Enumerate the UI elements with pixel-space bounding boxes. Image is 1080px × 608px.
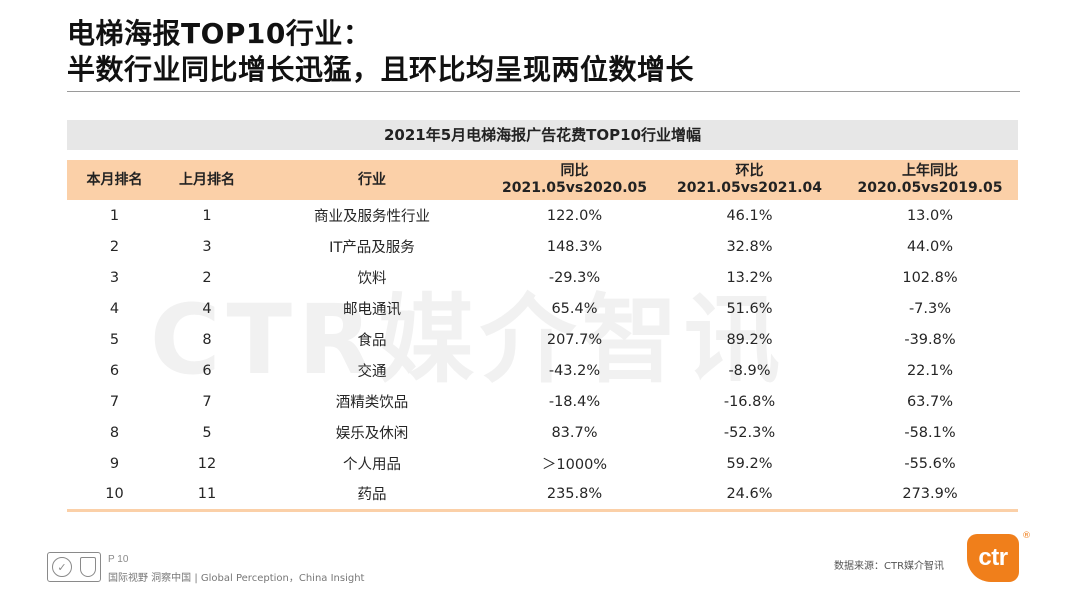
cell-last-yoy: -55.6% (904, 455, 956, 472)
slide-title: 电梯海报TOP10行业： 半数行业同比增长迅猛，且环比均呈现两位数增长 (67, 16, 1027, 88)
cell-industry: 商业及服务性行业 (314, 209, 430, 225)
table-title: 2021年5月电梯海报广告花费TOP10行业增幅 (67, 120, 1018, 150)
quality-seal-icon: ✓ (52, 557, 72, 577)
cell-rank: 8 (109, 424, 120, 441)
title-divider (67, 91, 1020, 92)
header-rank-current: 本月排名 (67, 160, 162, 200)
cell-last-yoy: -7.3% (908, 300, 952, 317)
header-last-yoy-period: 2020.05vs2019.05 (857, 180, 1003, 196)
table-row: 1 1 商业及服务性行业 122.0% 46.1% 13.0% (67, 200, 1018, 231)
cell-prev-rank: 6 (202, 362, 212, 379)
cell-yoy: ＞1000% (541, 457, 608, 473)
table-row: 2 3 IT产品及服务 148.3% 32.8% 44.0% (67, 231, 1018, 262)
table-row: 9 12 个人用品 ＞1000% 59.2% -55.6% (67, 448, 1018, 479)
slide-title-line-2: 半数行业同比增长迅猛，且环比均呈现两位数增长 (67, 53, 695, 86)
header-mom-label: 环比 (735, 163, 764, 179)
cell-yoy: -18.4% (548, 393, 601, 410)
cell-mom: 24.6% (657, 479, 842, 512)
cell-rank: 10 (67, 479, 162, 512)
cell-rank: 6 (109, 362, 120, 379)
cell-mom: -16.8% (723, 393, 776, 410)
cell-industry: 邮电通讯 (343, 302, 401, 318)
cell-mom: 59.2% (726, 455, 773, 472)
cell-yoy: 148.3% (546, 238, 603, 255)
cell-mom: -8.9% (728, 362, 771, 379)
cell-prev-rank: 12 (197, 455, 217, 472)
header-industry: 行业 (252, 160, 492, 200)
cell-last-yoy: 102.8% (902, 269, 958, 286)
header-mom: 环比 2021.05vs2021.04 (657, 160, 842, 200)
cell-prev-rank: 8 (202, 331, 212, 348)
shield-icon (80, 557, 96, 577)
header-yoy-period: 2021.05vs2020.05 (502, 180, 647, 196)
cell-last-yoy: 63.7% (906, 393, 954, 410)
header-yoy: 同比 2021.05vs2020.05 (492, 160, 657, 200)
cell-prev-rank: 4 (202, 300, 212, 317)
cell-prev-rank: 11 (162, 479, 252, 512)
cell-mom: 89.2% (726, 331, 773, 348)
cell-prev-rank: 1 (202, 207, 212, 224)
cell-rank: 1 (109, 207, 120, 224)
header-rank-previous: 上月排名 (162, 160, 252, 200)
cell-yoy: -29.3% (548, 269, 601, 286)
cell-mom: 51.6% (726, 300, 773, 317)
cell-yoy: -43.2% (548, 362, 601, 379)
industry-growth-table: 本月排名 上月排名 行业 同比 2021.05vs2020.05 环比 2021… (67, 160, 1018, 512)
cell-yoy: 65.4% (551, 300, 598, 317)
cell-prev-rank: 2 (202, 269, 212, 286)
table-row: 6 6 交通 -43.2% -8.9% 22.1% (67, 355, 1018, 386)
data-source: 数据来源：CTR媒介智讯 (834, 561, 945, 572)
cell-industry: 娱乐及休闲 (335, 426, 409, 442)
cell-industry: 个人用品 (343, 457, 401, 473)
cell-last-yoy: 22.1% (906, 362, 954, 379)
cell-mom: -52.3% (723, 424, 776, 441)
cell-rank: 5 (109, 331, 120, 348)
cell-industry: 交通 (357, 364, 387, 380)
table-row: 4 4 邮电通讯 65.4% 51.6% -7.3% (67, 293, 1018, 324)
cell-yoy: 122.0% (546, 207, 603, 224)
cell-rank: 3 (109, 269, 120, 286)
header-last-yoy: 上年同比 2020.05vs2019.05 (842, 160, 1018, 200)
cell-last-yoy: -58.1% (904, 424, 956, 441)
table-row: 3 2 饮料 -29.3% 13.2% 102.8% (67, 262, 1018, 293)
cell-rank: 7 (109, 393, 120, 410)
cell-industry: 饮料 (357, 271, 387, 287)
table-row: 5 8 食品 207.7% 89.2% -39.8% (67, 324, 1018, 355)
footer-slogan: 国际视野 洞察中国 | Global Perception，China Insi… (108, 573, 365, 584)
header-last-yoy-label: 上年同比 (902, 163, 958, 179)
cell-prev-rank: 7 (202, 393, 212, 410)
cell-industry: IT产品及服务 (329, 240, 415, 256)
cell-last-yoy: -39.8% (904, 331, 956, 348)
cell-mom: 46.1% (726, 207, 773, 224)
page-number: P 10 (108, 554, 129, 565)
header-mom-period: 2021.05vs2021.04 (677, 180, 822, 196)
cell-mom: 32.8% (726, 238, 773, 255)
registered-mark-icon: ® (1022, 531, 1031, 541)
table-row: 10 11 药品 235.8% 24.6% 273.9% (67, 479, 1018, 512)
table-header-row: 本月排名 上月排名 行业 同比 2021.05vs2020.05 环比 2021… (67, 160, 1018, 200)
cell-rank: 9 (109, 455, 120, 472)
cell-industry: 酒精类饮品 (335, 395, 409, 411)
ctr-logo: ctr (967, 534, 1019, 582)
cell-yoy: 235.8% (492, 479, 657, 512)
cell-prev-rank: 3 (202, 238, 212, 255)
cell-last-yoy: 44.0% (906, 238, 954, 255)
table-row: 8 5 娱乐及休闲 83.7% -52.3% -58.1% (67, 417, 1018, 448)
cell-prev-rank: 5 (202, 424, 212, 441)
slide-title-line-1: 电梯海报TOP10行业： (67, 17, 372, 50)
header-yoy-label: 同比 (560, 163, 589, 179)
table-row: 7 7 酒精类饮品 -18.4% -16.8% 63.7% (67, 386, 1018, 417)
cell-industry: 药品 (252, 479, 492, 512)
cell-last-yoy: 273.9% (842, 479, 1018, 512)
cell-yoy: 207.7% (546, 331, 603, 348)
cell-mom: 13.2% (726, 269, 773, 286)
brand-watermark: CTR媒介智讯 (150, 284, 786, 396)
cell-yoy: 83.7% (551, 424, 598, 441)
cell-industry: 食品 (357, 333, 387, 349)
cell-rank: 2 (109, 238, 120, 255)
certification-badge-icon: ✓ (47, 552, 101, 582)
cell-rank: 4 (109, 300, 120, 317)
cell-last-yoy: 13.0% (906, 207, 954, 224)
